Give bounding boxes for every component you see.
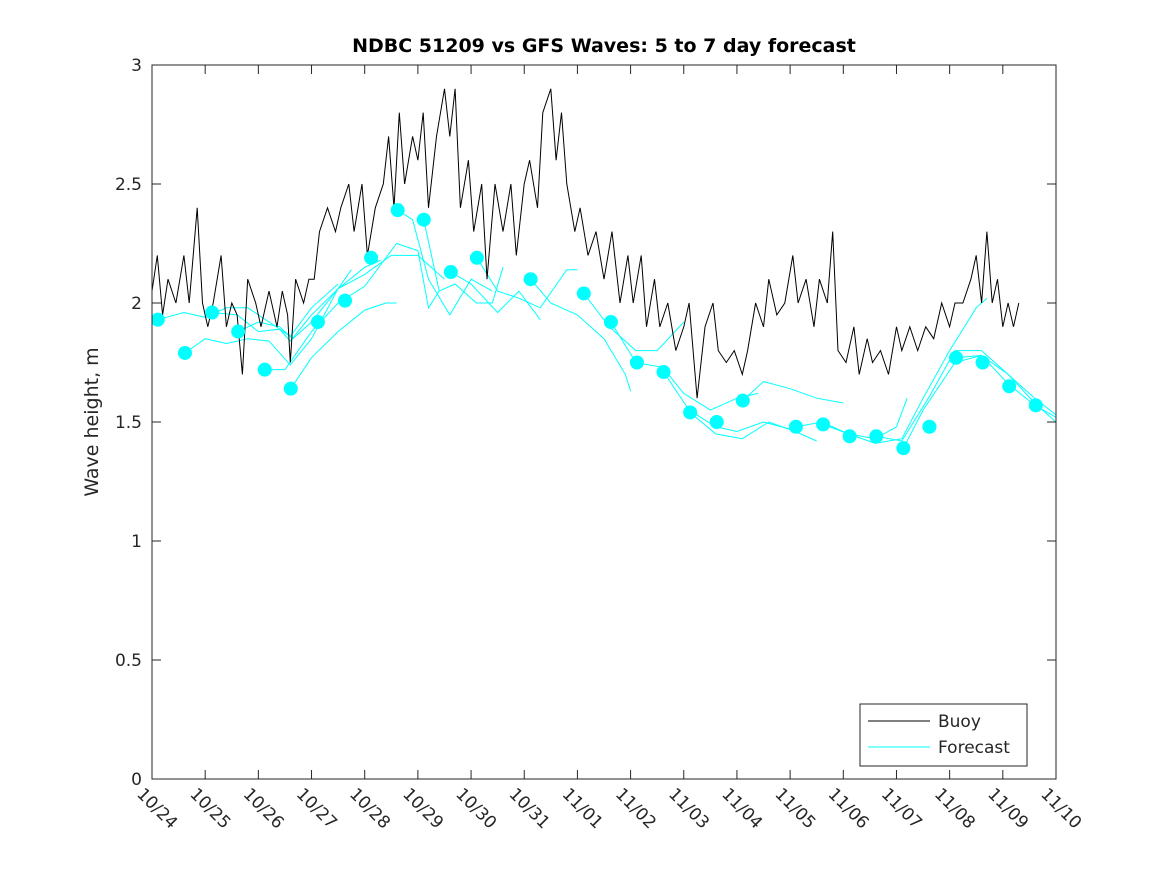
- forecast-line-10: [530, 278, 632, 392]
- forecast-point-14: [576, 286, 591, 301]
- forecast-point-11: [443, 265, 458, 280]
- forecast-point-18: [683, 405, 698, 420]
- forecast-point-26: [922, 419, 937, 434]
- forecast-point-21: [788, 419, 803, 434]
- x-tick-label: 10/24: [132, 784, 181, 833]
- x-tick-label: 11/07: [877, 784, 926, 833]
- x-tick-label: 10/31: [505, 784, 554, 833]
- forecast-point-20: [735, 393, 750, 408]
- y-tick-label: 0: [131, 770, 142, 790]
- y-tick-label: 3: [131, 56, 142, 76]
- forecast-point-2: [205, 305, 220, 320]
- forecast-point-0: [152, 312, 165, 327]
- forecast-line-8: [450, 271, 541, 320]
- forecast-line-13: [663, 371, 791, 433]
- x-tick-label: 10/28: [345, 784, 394, 833]
- forecast-line-17: [822, 297, 988, 444]
- series-group: [152, 88, 1056, 456]
- forecast-line-9: [476, 257, 578, 309]
- x-tick-label: 11/06: [824, 784, 873, 833]
- legend-forecast-label: Forecast: [938, 738, 1010, 758]
- x-tick-label: 10/26: [239, 784, 288, 833]
- x-tick-label: 10/27: [292, 784, 341, 833]
- y-tick-label: 2.5: [115, 175, 142, 195]
- y-axis-label: Wave height, m: [81, 347, 103, 496]
- forecast-line-15: [742, 380, 844, 404]
- forecast-point-8: [364, 250, 379, 265]
- forecast-point-10: [416, 212, 431, 227]
- forecast-line-3: [237, 254, 445, 340]
- x-tick-label: 10/29: [398, 784, 447, 833]
- forecast-line-4: [264, 242, 440, 371]
- x-tick-label: 10/30: [452, 784, 501, 833]
- x-tick-label: 10/25: [186, 784, 235, 833]
- forecast-point-12: [469, 250, 484, 265]
- forecast-point-6: [310, 315, 325, 330]
- forecast-point-27: [949, 350, 964, 365]
- axes-box: [151, 64, 1057, 780]
- x-tick-label: 11/02: [611, 784, 660, 833]
- forecast-point-29: [1002, 379, 1017, 394]
- forecast-line-7: [423, 219, 504, 304]
- y-tick-label: 2: [131, 294, 142, 314]
- x-tick-label: 11/04: [717, 784, 766, 833]
- forecast-point-1: [177, 345, 192, 360]
- x-tick-label: 11/08: [930, 784, 979, 833]
- x-tick-label: 11/09: [983, 784, 1032, 833]
- x-tick-label: 11/10: [1036, 784, 1085, 833]
- y-tick-label: 1: [131, 532, 142, 552]
- forecast-point-17: [656, 365, 671, 380]
- forecast-point-16: [629, 355, 644, 370]
- forecast-line-0: [157, 283, 339, 337]
- buoy-line: [152, 88, 1020, 399]
- forecast-point-24: [869, 429, 884, 444]
- legend: Buoy Forecast: [859, 703, 1028, 767]
- legend-box: [859, 703, 1028, 767]
- forecast-point-3: [231, 324, 246, 339]
- forecast-point-19: [709, 415, 724, 429]
- forecast-line-11: [583, 293, 685, 352]
- forecast-point-13: [523, 272, 538, 287]
- forecast-line-18: [876, 350, 1056, 442]
- forecast-point-25: [896, 441, 911, 456]
- forecast-point-22: [816, 417, 831, 432]
- forecast-line-6: [397, 209, 493, 316]
- x-tick-label: 11/01: [558, 784, 607, 833]
- forecast-line-2: [212, 259, 381, 342]
- forecast-point-9: [390, 203, 405, 218]
- plot-area: [152, 88, 1056, 456]
- forecast-point-23: [842, 429, 857, 444]
- forecast-point-30: [1028, 398, 1043, 413]
- forecast-line-5: [290, 302, 397, 389]
- legend-buoy-label: Buoy: [938, 712, 981, 732]
- y-tick-label: 0.5: [115, 651, 142, 671]
- x-tick-label: 11/05: [771, 784, 820, 833]
- forecast-point-15: [603, 315, 618, 330]
- y-tick-label: 1.5: [115, 413, 142, 433]
- forecast-point-5: [283, 381, 298, 396]
- forecast-line-1: [184, 269, 352, 366]
- forecast-point-7: [338, 293, 353, 308]
- x-tick-label: 11/03: [664, 784, 713, 833]
- forecast-point-4: [257, 362, 272, 377]
- chart-title: NDBC 51209 vs GFS Waves: 5 to 7 day fore…: [352, 35, 856, 57]
- forecast-point-28: [975, 355, 990, 370]
